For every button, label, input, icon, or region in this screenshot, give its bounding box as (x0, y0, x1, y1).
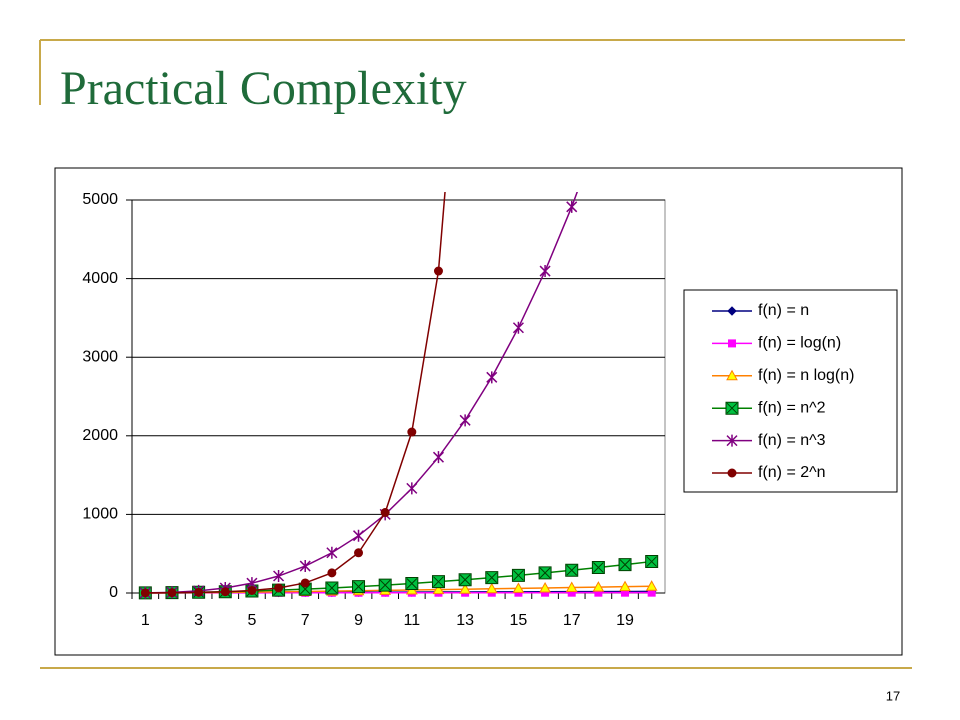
data-point (539, 265, 551, 278)
data-point (194, 587, 204, 597)
data-point (485, 582, 498, 594)
data-point (273, 570, 285, 583)
x-tick-label: 1 (141, 612, 150, 629)
data-point (566, 200, 578, 213)
legend-label: f(n) = log(n) (758, 335, 841, 352)
data-point (352, 580, 366, 594)
legend-marker (725, 401, 739, 415)
data-point (592, 581, 605, 592)
x-tick-label: 3 (194, 612, 203, 629)
data-point (511, 568, 525, 582)
data-point (458, 573, 472, 587)
y-tick-label: 2000 (82, 427, 118, 444)
legend-marker (726, 434, 738, 447)
y-tick-label: 0 (109, 584, 118, 601)
legend-label: f(n) = n^2 (758, 399, 826, 416)
data-point (593, 129, 603, 141)
plot-series (138, 48, 659, 600)
legend-label: f(n) = 2^n (758, 464, 826, 481)
data-point (167, 588, 177, 598)
legend-label: f(n) = n^3 (758, 432, 826, 449)
data-point (352, 529, 365, 542)
data-point (300, 578, 310, 588)
data-point (618, 558, 632, 572)
legend-marker (727, 468, 737, 478)
data-point (327, 568, 337, 578)
data-point (378, 578, 392, 592)
data-point (538, 566, 552, 580)
data-point (380, 508, 390, 518)
y-tick-label: 3000 (82, 348, 118, 365)
data-point (405, 576, 419, 590)
x-tick-label: 9 (354, 612, 363, 629)
x-tick-label: 19 (616, 612, 634, 629)
data-point (645, 555, 659, 569)
y-tick-label: 1000 (82, 506, 118, 523)
data-point (407, 427, 417, 437)
x-tick-label: 17 (563, 612, 581, 629)
data-point (620, 48, 630, 60)
x-tick-label: 11 (404, 612, 421, 629)
data-point (247, 585, 257, 595)
x-tick-label: 15 (510, 612, 528, 629)
y-tick-label: 5000 (82, 191, 118, 208)
data-point (512, 321, 524, 334)
legend (683, 289, 898, 493)
data-point (459, 414, 471, 427)
x-tick-label: 5 (247, 612, 256, 629)
data-point (486, 371, 498, 384)
data-point (406, 482, 418, 495)
x-tick-label: 7 (301, 612, 310, 629)
legend-marker (726, 369, 738, 381)
legend-label: f(n) = n log(n) (758, 367, 854, 384)
data-point (619, 580, 631, 592)
data-point (433, 266, 443, 276)
data-point (459, 583, 471, 594)
data-point (299, 560, 311, 573)
data-point (354, 548, 364, 558)
y-tick-label: 4000 (82, 270, 118, 287)
data-point (140, 588, 150, 598)
data-point (591, 561, 605, 575)
legend-marker (727, 306, 737, 316)
data-point (432, 451, 445, 464)
data-point (565, 563, 579, 577)
data-point (220, 587, 230, 597)
data-point (539, 581, 551, 593)
data-point (645, 580, 658, 591)
data-point (485, 571, 499, 585)
slide-title: Practical Complexity (60, 62, 467, 115)
legend-label: f(n) = n (758, 302, 809, 319)
data-point (326, 546, 338, 559)
series-line (145, 192, 578, 594)
plot-area (131, 199, 666, 594)
x-tick-label: 13 (456, 612, 474, 629)
data-point (431, 575, 445, 589)
data-point (432, 583, 445, 595)
legend-marker (728, 339, 736, 348)
data-point (512, 582, 525, 593)
data-point (274, 583, 284, 593)
data-point (565, 581, 578, 593)
data-point (325, 581, 339, 595)
page-number: 17 (886, 688, 900, 703)
